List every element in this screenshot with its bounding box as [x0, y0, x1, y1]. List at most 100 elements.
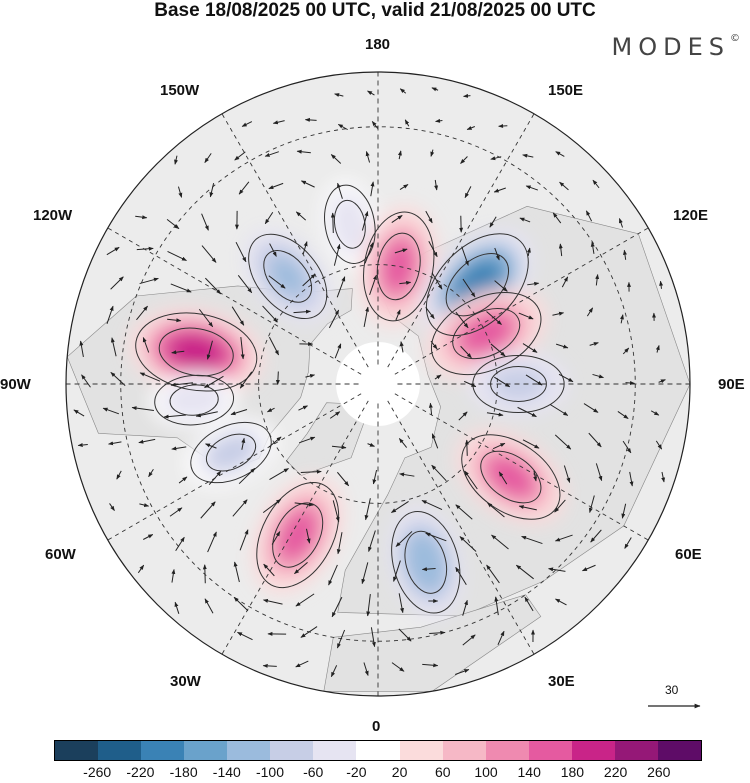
wind-vector [526, 247, 531, 257]
wind-vector [302, 273, 316, 287]
wind-vector [336, 532, 343, 555]
wind-vector [81, 374, 91, 388]
wind-vector [142, 337, 150, 353]
wind-vector [238, 181, 250, 195]
wind-vector [262, 598, 283, 605]
wind-vector [497, 630, 505, 645]
wind-vector [200, 501, 216, 519]
meridian-line [107, 393, 362, 541]
wind-vector [658, 379, 666, 384]
wind-vector [369, 274, 377, 296]
colorbar-swatch [356, 741, 400, 760]
wind-vector [298, 436, 316, 444]
wind-vector [463, 93, 471, 98]
wind-vector [367, 90, 375, 96]
anomaly-shade [410, 538, 442, 586]
wind-vector [462, 634, 476, 646]
wind-vector [588, 495, 595, 513]
colorbar-tick-label: 220 [603, 764, 628, 780]
wind-vector [458, 411, 468, 421]
wind-vector [590, 241, 595, 254]
colorbar-tick-label: 260 [647, 764, 671, 780]
wind-vector [330, 154, 342, 164]
wind-vector [462, 599, 468, 616]
wind-vector [434, 374, 442, 380]
wind-vector [370, 181, 375, 197]
wind-vector [586, 307, 594, 317]
wind-vector [521, 535, 543, 545]
wind-vector [372, 469, 378, 485]
colorbar-swatch [442, 741, 486, 760]
wind-vector [518, 505, 537, 511]
wind-vector [524, 596, 534, 612]
wind-vector [305, 374, 316, 378]
wind-vector [595, 274, 600, 286]
wind-vector [234, 151, 246, 161]
wind-vector [295, 660, 309, 668]
wind-vector [337, 123, 348, 131]
meridian-line [394, 393, 649, 541]
wind-vector [622, 440, 632, 454]
colorbar-swatch [614, 741, 658, 760]
wind-vector [170, 382, 193, 387]
wind-vector [554, 534, 573, 542]
contour-line [391, 511, 461, 614]
wind-vector [555, 343, 569, 349]
wind-vector [110, 372, 126, 386]
wind-vector [136, 305, 148, 321]
wind-vector [455, 504, 473, 520]
wind-vector [486, 564, 500, 584]
wind-vector [204, 598, 214, 614]
wind-vector [139, 503, 150, 508]
wind-vector [174, 155, 178, 165]
wind-vector [522, 343, 538, 353]
graticule [66, 72, 690, 696]
wind-vector [167, 318, 182, 323]
wind-vector [494, 247, 500, 261]
contour-line [158, 327, 234, 377]
wind-vector [204, 153, 212, 164]
label-lon-90w: 90W [0, 376, 31, 393]
wind-vector [174, 601, 180, 614]
wind-vector [198, 308, 214, 328]
colorbar-swatch [485, 741, 529, 760]
wind-vector [331, 445, 347, 450]
meridian-line [387, 400, 535, 655]
wind-vector [592, 179, 600, 189]
wind-vector [464, 470, 478, 490]
wind-vector [363, 306, 370, 328]
meridian-line [221, 113, 369, 368]
label-lon-90e: 90E [718, 376, 745, 393]
contour-line [452, 307, 521, 360]
contour-line [363, 211, 435, 322]
wind-vector [399, 341, 404, 353]
wind-vector [365, 151, 371, 163]
wind-vector [330, 665, 338, 678]
contour-line [480, 450, 542, 504]
colorbar-tick-label: 100 [474, 764, 498, 780]
wind-vector [394, 248, 408, 254]
wind-vector [655, 344, 660, 353]
wind-vector [143, 534, 154, 540]
wind-vector [491, 534, 509, 550]
wind-vector [366, 594, 371, 617]
wind-vector [232, 499, 248, 517]
wind-vector [106, 246, 120, 256]
colorbar-swatch [55, 741, 99, 760]
wind-vector [421, 567, 436, 572]
wind-vector [519, 217, 531, 223]
wind-vector [262, 498, 282, 514]
wind-vector [116, 470, 122, 480]
wind-vector [555, 151, 565, 157]
wind-vector [370, 627, 376, 648]
colorbar-tick-label: -100 [255, 764, 285, 780]
colorbar-tick-label: 140 [517, 764, 541, 780]
colorbar-swatch [270, 741, 314, 760]
wind-vector [334, 343, 342, 359]
colorbar-swatch [657, 741, 701, 760]
wind-vector [398, 593, 404, 614]
colorbar-swatch [399, 741, 443, 760]
wind-vector [267, 407, 275, 413]
wind-vector [364, 242, 374, 264]
wind-vector [431, 433, 439, 449]
